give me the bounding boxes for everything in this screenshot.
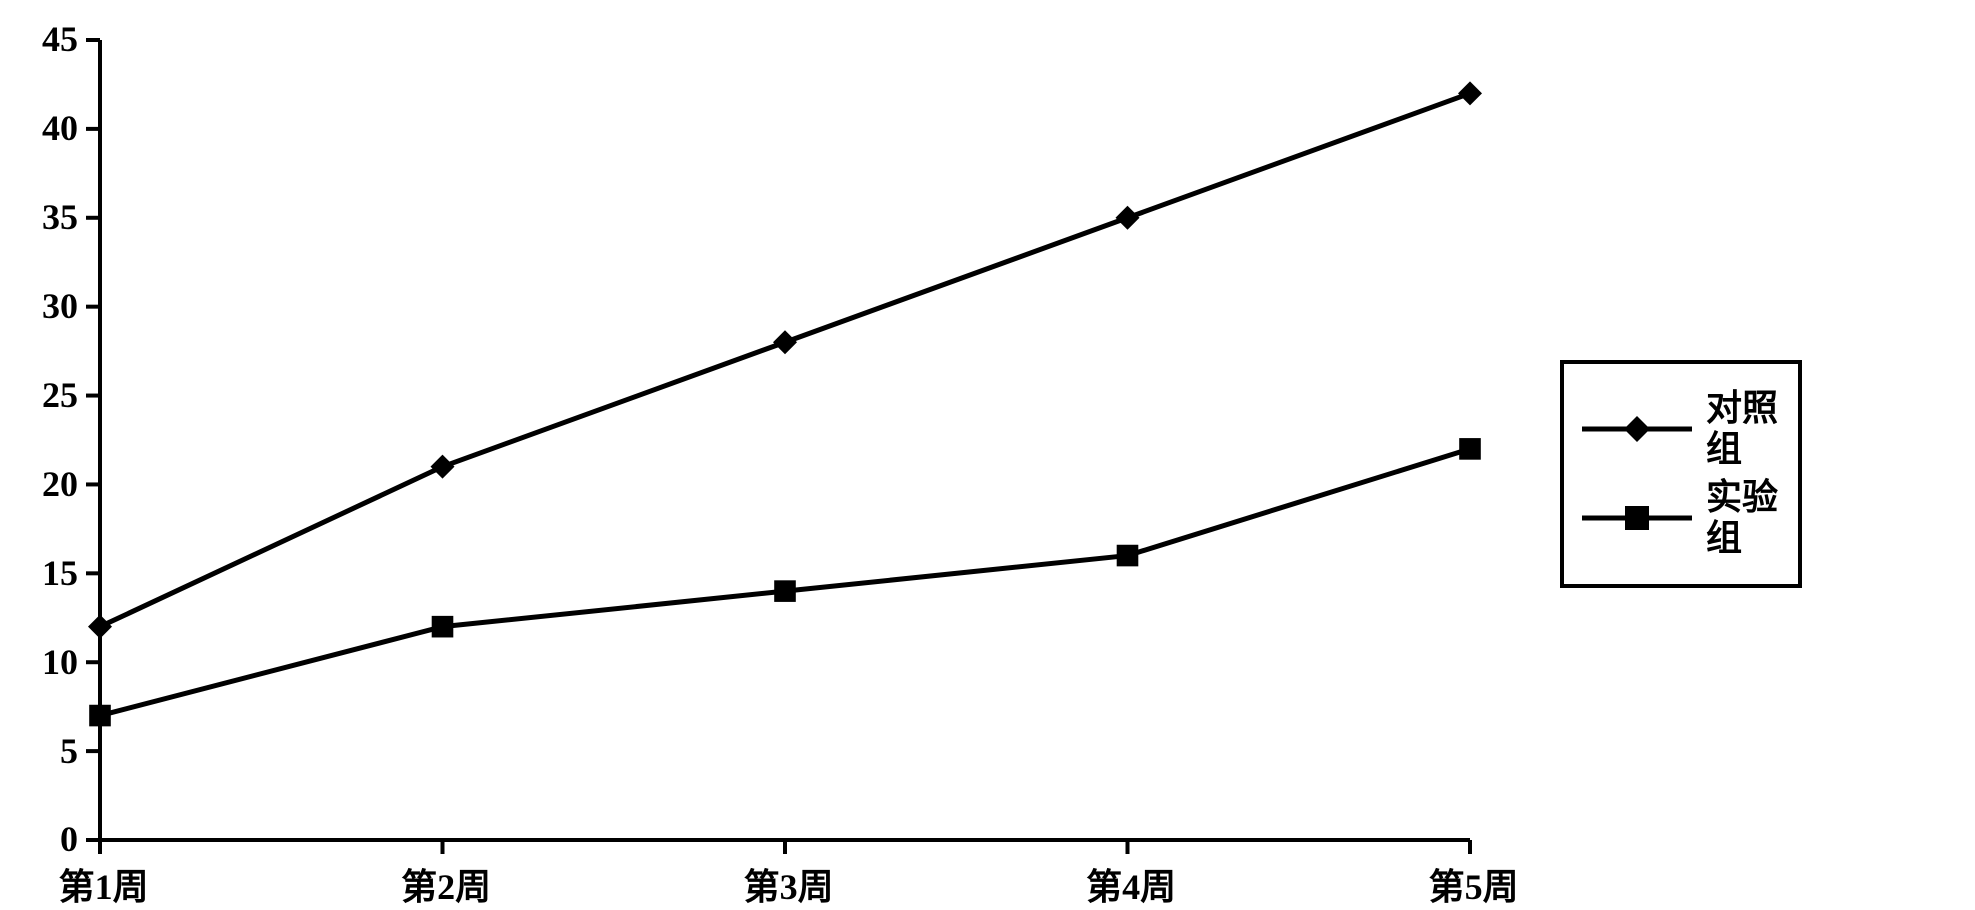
x-tick-label: 第2周 (401, 858, 491, 910)
y-tick-label: 40 (42, 107, 78, 149)
y-tick-label: 0 (60, 818, 78, 860)
x-tick-label: 第1周 (59, 858, 149, 910)
x-tick-label: 第3周 (744, 858, 834, 910)
legend: 对照 组 实验 组 (1560, 360, 1802, 588)
legend-item: 对照 组 (1582, 388, 1778, 471)
y-tick-label: 35 (42, 196, 78, 238)
y-tick-label: 5 (60, 730, 78, 772)
y-tick-label: 25 (42, 374, 78, 416)
y-tick-label: 20 (42, 463, 78, 505)
legend-item: 实验 组 (1582, 477, 1778, 560)
legend-sample (1582, 409, 1692, 449)
chart-container: 0 5 10 15 20 25 30 35 40 45 第1周 第2周 第3周 … (0, 0, 1975, 903)
y-tick-label: 15 (42, 552, 78, 594)
diamond-icon (1624, 416, 1650, 442)
square-icon (1625, 506, 1649, 530)
x-tick-label: 第5周 (1429, 858, 1519, 910)
legend-label: 对照 组 (1706, 388, 1778, 471)
y-tick-label: 10 (42, 641, 78, 683)
legend-label: 实验 组 (1706, 477, 1778, 560)
x-tick-label: 第4周 (1086, 858, 1176, 910)
y-tick-label: 45 (42, 18, 78, 60)
y-tick-label: 30 (42, 285, 78, 327)
legend-sample (1582, 498, 1692, 538)
